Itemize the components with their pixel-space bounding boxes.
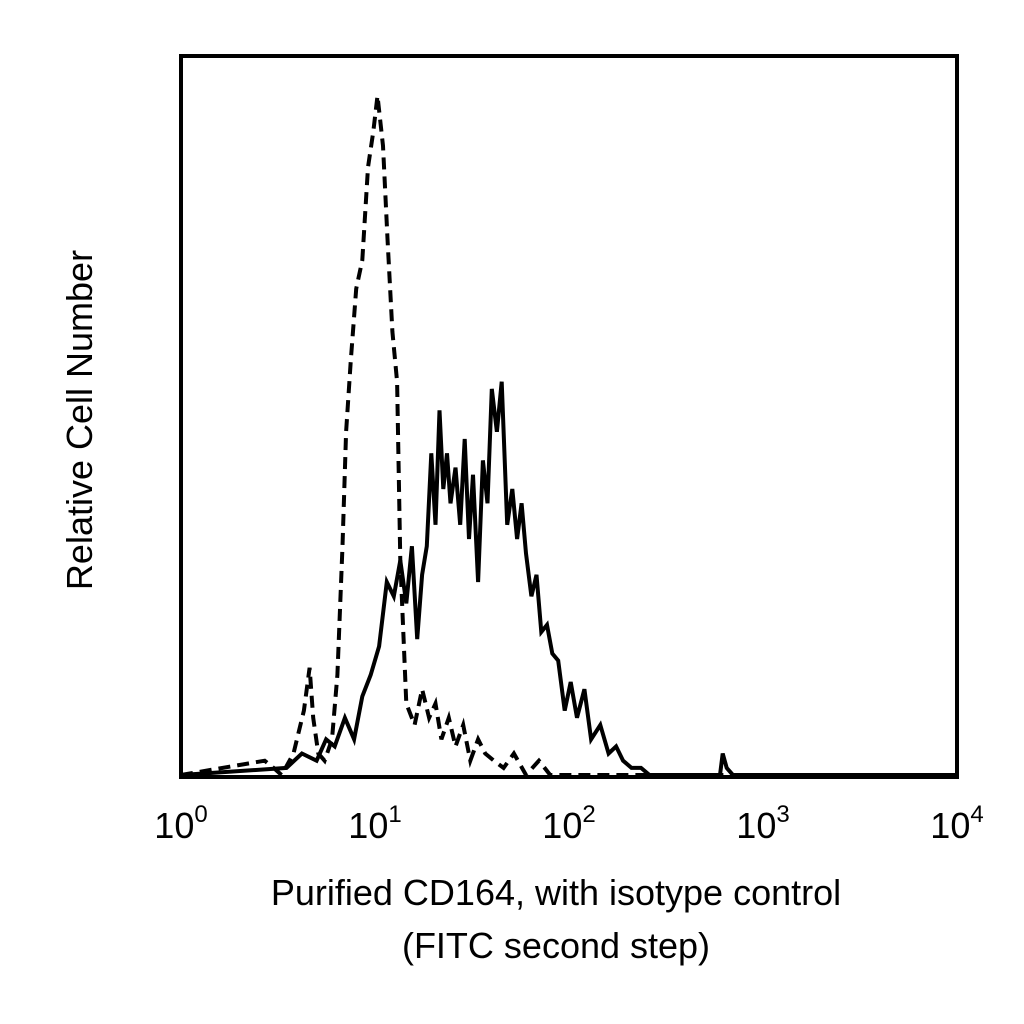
x-tick-base: 10: [736, 805, 776, 846]
x-tick-exponent: 1: [388, 801, 401, 828]
x-tick-base: 10: [154, 805, 194, 846]
x-tick-exponent: 2: [582, 801, 595, 828]
x-tick-exponent: 0: [194, 801, 207, 828]
x-tick-label: 103: [736, 801, 789, 846]
y-axis-label: Relative Cell Number: [59, 250, 100, 590]
x-tick-label: 102: [542, 801, 595, 846]
x-tick-label: 100: [154, 801, 207, 846]
x-tick-base: 10: [930, 805, 970, 846]
x-tick-exponent: 4: [970, 801, 983, 828]
x-tick-label: 104: [930, 801, 983, 846]
cd164-series-line: [180, 381, 957, 777]
x-axis-label-line-2: (FITC second step): [402, 925, 710, 966]
x-axis-ticks: 100 101 102 103 104: [154, 801, 983, 846]
x-tick-label: 101: [348, 801, 401, 846]
x-tick-base: 10: [542, 805, 582, 846]
isotype-control-series-line: [180, 95, 957, 779]
x-axis-label-line-1: Purified CD164, with isotype control: [271, 872, 841, 913]
x-tick-base: 10: [348, 805, 388, 846]
plot-frame: [179, 54, 959, 779]
x-tick-exponent: 3: [776, 801, 789, 828]
series-layer: [180, 95, 957, 779]
